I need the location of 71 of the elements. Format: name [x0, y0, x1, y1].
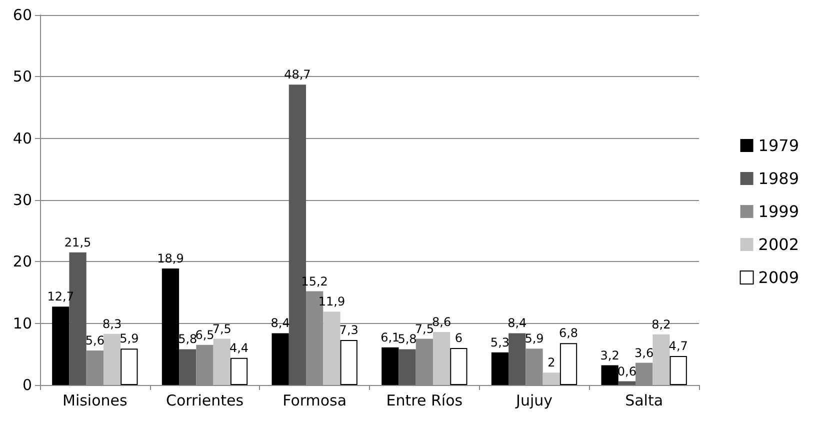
bar [120, 348, 138, 385]
bar [652, 334, 670, 385]
y-tick-label: 40 [12, 129, 32, 148]
data-label: 18,9 [157, 251, 184, 266]
y-tick-label: 30 [12, 191, 32, 209]
data-label: 21,5 [64, 235, 92, 250]
data-label: 6,1 [380, 330, 400, 344]
bar [560, 343, 578, 385]
data-label: 7,5 [212, 322, 232, 336]
data-label: 6 [454, 331, 463, 345]
data-label: 7,5 [414, 322, 434, 336]
legend-label: 1979 [758, 136, 799, 155]
y-tick-label: 50 [12, 68, 32, 86]
bar [670, 356, 687, 385]
bar [323, 312, 340, 385]
data-label: 6,8 [558, 326, 578, 340]
legend-label: 1999 [758, 202, 799, 221]
x-tick-label: Jujuy [515, 392, 553, 410]
bar [272, 333, 289, 385]
bar [382, 347, 399, 385]
data-label: 6,5 [195, 328, 214, 342]
bar [450, 348, 468, 385]
data-label: 5,8 [178, 332, 198, 346]
data-label: 4,4 [229, 340, 249, 355]
bar [432, 332, 450, 385]
bar [340, 340, 358, 385]
x-tick-label: Formosa [282, 392, 347, 410]
data-label: 5,6 [85, 333, 104, 348]
bar [618, 381, 636, 385]
bar [526, 348, 543, 385]
bar [213, 338, 230, 385]
bar [52, 306, 70, 385]
data-label: 3,2 [600, 348, 620, 362]
data-label: 3,6 [634, 346, 654, 360]
data-label: 5,9 [524, 332, 544, 346]
data-label: 4,7 [668, 339, 688, 354]
legend-label: 2002 [758, 235, 799, 254]
data-label: 5,9 [120, 332, 139, 346]
data-label: 8,6 [432, 314, 452, 329]
data-label: 48,7 [284, 68, 311, 82]
data-label: 8,4 [508, 316, 527, 330]
x-tick-label: Entre Ríos [386, 392, 463, 410]
bar [86, 350, 104, 385]
x-tick-label: Salta [625, 392, 664, 410]
y-tick-label: 60 [12, 6, 32, 24]
data-label: 5,3 [490, 335, 510, 350]
legend-label: 2009 [758, 268, 799, 287]
bar [601, 365, 618, 385]
bar [179, 349, 196, 385]
y-tick-label: 10 [12, 314, 32, 332]
bar [542, 372, 560, 385]
bar [636, 362, 653, 385]
bar [230, 358, 248, 385]
x-tick-label: Misiones [62, 392, 128, 410]
y-tick-label: 20 [12, 252, 32, 271]
bar [162, 268, 180, 385]
bar [196, 344, 214, 385]
bar [416, 338, 433, 385]
bar [491, 352, 509, 385]
data-label: 5,8 [398, 332, 417, 346]
data-label: 7,3 [339, 322, 358, 337]
data-label: 11,9 [318, 294, 346, 309]
data-label: 2 [548, 356, 556, 370]
x-tick-label: Corrientes [166, 392, 244, 410]
bar [103, 334, 121, 385]
y-tick-label: 0 [22, 376, 32, 394]
bar [398, 349, 416, 385]
bar [508, 333, 526, 385]
data-label: 8,3 [102, 316, 122, 331]
data-label: 8,2 [652, 317, 671, 332]
legend-label: 1989 [758, 169, 799, 188]
